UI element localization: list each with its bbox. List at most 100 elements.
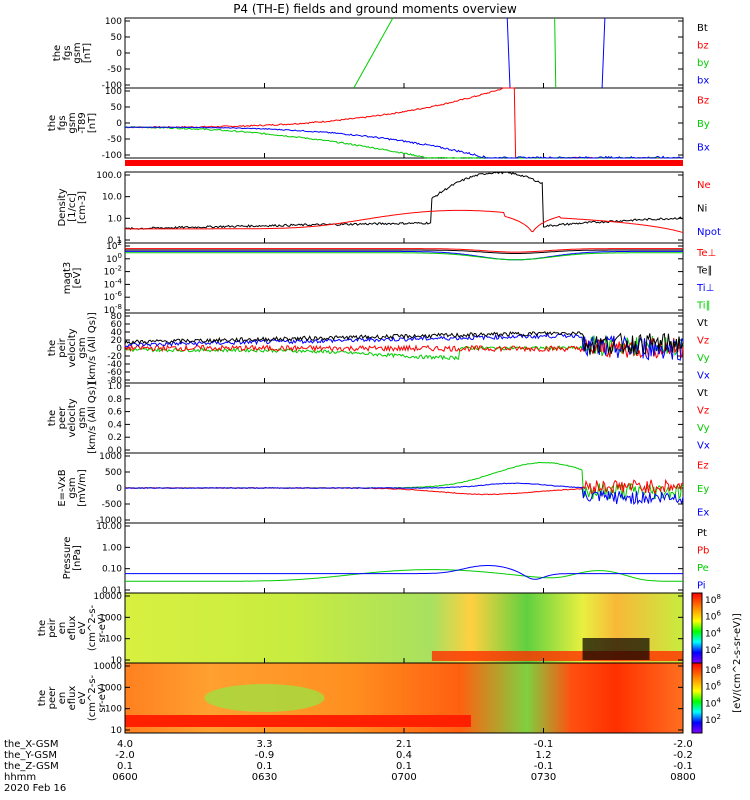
footer-column: -0.1 1.2 -0.1 0730	[514, 739, 574, 783]
y-tick-label: 50	[111, 33, 123, 43]
footer-value-t: 0630	[251, 772, 278, 783]
y-tick-label: 10	[111, 726, 123, 736]
footer-x-label: the_X-GSM	[4, 739, 59, 750]
y-tick-label: 100	[105, 705, 122, 715]
legend-bt: Bt	[697, 23, 708, 34]
legend-pe: Pe	[697, 563, 709, 574]
series-te-perp	[125, 248, 683, 253]
series-ti-perp	[125, 250, 683, 261]
y-tick-label: 10.0	[102, 193, 122, 203]
panel-press: 10.00 1.00 0.10 0.01 Pressure[nPa] Pt Pb Pe Pi	[62, 522, 709, 596]
spectrogram-ion-band	[431, 651, 683, 661]
footer-column: 2.1 0.4 0.1 0700	[374, 739, 434, 783]
series-vt	[124, 330, 684, 355]
footer-value-y: 1.2	[535, 750, 552, 761]
y-tick-label: 10.00	[96, 522, 122, 532]
colorbar-0	[691, 592, 703, 664]
colorbar-1	[691, 662, 703, 734]
y-tick-label: 0	[116, 344, 122, 354]
footer-value-z: -0.1	[533, 761, 554, 772]
series-by-2	[554, 17, 557, 89]
legend-vx: Vx	[697, 440, 710, 451]
legend-te∥: Te∥	[696, 265, 713, 276]
y-tick-label: 20	[111, 336, 123, 346]
series-bx-2	[125, 126, 683, 159]
spectrogram-ion-fill-gap	[582, 638, 650, 660]
y-axis-label: thepeirenefluxeV(cm^2-s-sr-eV)	[37, 604, 108, 651]
legend-ex: Ex	[697, 507, 709, 518]
y-tick-label: -100	[102, 81, 123, 91]
footer-value-t: 0700	[391, 772, 417, 783]
legend-bz: bz	[697, 40, 709, 51]
y-axis-label: thefgsgsm-T89[nT]	[47, 112, 98, 134]
legend-ti∥: Ti∥	[696, 300, 711, 311]
y-tick-label: 0.2	[108, 433, 122, 443]
panel-frame	[124, 87, 684, 159]
panel-fgs2: 100 50 0 -50 -100 thefgsgsm-T89[nT] Bz By Bx	[47, 87, 710, 161]
footer-value-z: 0.1	[117, 761, 133, 772]
panel-fgs: 100 50 0 -50 -100 thefgsgsm[nT] Bt bz by bx	[52, 17, 709, 91]
y-tick-label: -60	[107, 368, 122, 378]
y-tick-label: 0	[116, 484, 122, 494]
y-tick-label: 1.0	[108, 382, 123, 392]
y-tick-label: 1000	[99, 452, 122, 462]
y-tick-label: -500	[102, 500, 123, 510]
colorbar-tick: 102	[705, 643, 721, 656]
y-tick-label: 10	[111, 656, 123, 666]
legend-pi: Pi	[697, 580, 706, 591]
panel-peerv: 1.0 0.8 0.6 0.4 0.2 0.0 thepeervelocitygsm[km/…	[47, 382, 710, 456]
y-tick-label: 100	[106, 252, 122, 265]
chart-title: P4 (TH-E) fields and ground moments over…	[233, 2, 517, 16]
y-tick-label: 100	[105, 635, 122, 645]
y-tick-label: 0.1	[108, 236, 122, 246]
spectrogram-electron-band	[125, 715, 471, 727]
series-ey	[124, 461, 684, 501]
footer-value-z: 0.1	[256, 761, 273, 772]
y-tick-label: 10-2	[104, 265, 122, 278]
legend-bx: Bx	[697, 142, 710, 153]
panel-frame	[124, 522, 684, 594]
legend-vy: Vy	[697, 353, 710, 364]
legend-by: by	[697, 58, 709, 69]
footer-labels: the_X-GSM the_Y-GSM the_Z-GSM hhmm 2020 …	[4, 739, 66, 794]
y-tick-label: 50	[111, 103, 123, 113]
colorbar-tick: 108	[705, 663, 721, 676]
panel-frame	[124, 17, 684, 89]
y-tick-label: 0.10	[102, 565, 122, 575]
legend-ti⊥: Ti⊥	[696, 283, 714, 294]
series-vy	[124, 334, 684, 361]
panel-peirsp: 10000 1000 100 10thepeirenefluxeV(cm^2-s-sr…	[37, 592, 684, 666]
y-axis-label: thefgsgsm[nT]	[52, 42, 93, 63]
footer-value-y: -0.2	[673, 750, 693, 761]
y-tick-label: 40	[111, 328, 123, 338]
colorbar-label: [eV/(cm^2-s-sr-eV)]	[732, 613, 743, 713]
legend-vz: Vz	[697, 405, 709, 416]
y-tick-label: 100.0	[96, 171, 122, 181]
y-axis-label: thepeervelocitygsm[km/s (All Qs)]	[47, 382, 98, 454]
y-tick-label: -40	[107, 360, 122, 370]
y-tick-label: 1.00	[102, 543, 122, 553]
panel-frame	[124, 382, 684, 454]
y-tick-label: -100	[102, 151, 123, 161]
y-tick-label: 0.0	[108, 446, 123, 456]
footer-value-t: 0600	[112, 772, 138, 783]
y-axis-label: E=-VxBgsm[mV/m]	[57, 469, 88, 507]
y-tick-label: 0.01	[102, 586, 122, 596]
y-tick-label: 10-6	[104, 290, 123, 303]
footer-value-x: 3.3	[256, 739, 273, 750]
footer-date-label: 2020 Feb 16	[4, 783, 67, 794]
legend-vt: Vt	[697, 318, 708, 329]
series-by	[353, 17, 394, 89]
footer-value-y: -2.0	[115, 750, 135, 761]
legend-bx: bx	[697, 75, 709, 86]
series-bz	[124, 87, 684, 159]
y-tick-label: -50	[107, 135, 122, 145]
y-tick-label: 0	[116, 49, 122, 59]
colorbar-tick: 108	[705, 593, 721, 606]
footer-y-label: the_Y-GSM	[4, 750, 58, 761]
colorbar-tick: 106	[705, 680, 721, 693]
y-tick-label: 0.4	[108, 420, 123, 430]
y-tick-label: 10-4	[104, 277, 123, 290]
legend-pb: Pb	[697, 545, 709, 556]
